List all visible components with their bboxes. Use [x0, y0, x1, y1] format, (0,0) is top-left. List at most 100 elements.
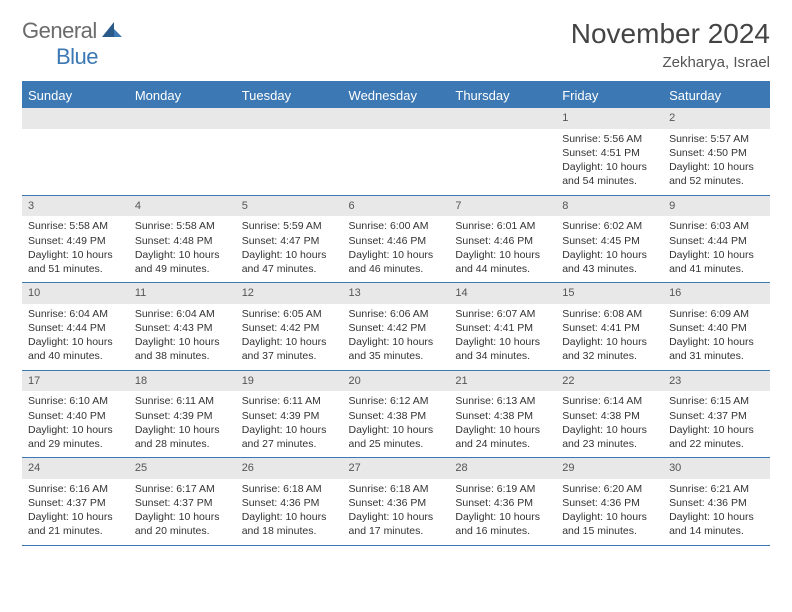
sunrise-text: Sunrise: 6:08 AM: [562, 307, 657, 321]
day-cell-body: Sunrise: 6:13 AMSunset: 4:38 PMDaylight:…: [449, 391, 556, 457]
day-cell-body: Sunrise: 6:03 AMSunset: 4:44 PMDaylight:…: [663, 216, 770, 282]
day-cell-body: Sunrise: 6:04 AMSunset: 4:43 PMDaylight:…: [129, 304, 236, 370]
sunset-text: Sunset: 4:48 PM: [135, 234, 230, 248]
sunrise-text: Sunrise: 6:18 AM: [349, 482, 444, 496]
day-number-cell: 28: [449, 458, 556, 479]
sunrise-text: Sunrise: 6:05 AM: [242, 307, 337, 321]
day-number-cell: 15: [556, 283, 663, 304]
daylight-text: Daylight: 10 hours and 52 minutes.: [669, 160, 764, 188]
day-number: 24: [28, 462, 40, 474]
day-number-cell: 11: [129, 283, 236, 304]
col-sunday: Sunday: [22, 83, 129, 108]
day-number-cell: 27: [343, 458, 450, 479]
location: Zekharya, Israel: [571, 54, 770, 71]
sunset-text: Sunset: 4:49 PM: [28, 234, 123, 248]
day-cell: Sunrise: 5:58 AMSunset: 4:48 PMDaylight:…: [129, 216, 236, 282]
day-number: 25: [135, 462, 147, 474]
day-cell: Sunrise: 6:09 AMSunset: 4:40 PMDaylight:…: [663, 304, 770, 370]
day-cell: Sunrise: 5:56 AMSunset: 4:51 PMDaylight:…: [556, 129, 663, 195]
sunrise-text: Sunrise: 6:12 AM: [349, 394, 444, 408]
day-cell-body: Sunrise: 6:16 AMSunset: 4:37 PMDaylight:…: [22, 479, 129, 545]
day-cell: Sunrise: 6:01 AMSunset: 4:46 PMDaylight:…: [449, 216, 556, 282]
sunset-text: Sunset: 4:37 PM: [135, 496, 230, 510]
day-cell-body: Sunrise: 6:12 AMSunset: 4:38 PMDaylight:…: [343, 391, 450, 457]
day-number-cell: 22: [556, 370, 663, 391]
day-cell-body: Sunrise: 6:04 AMSunset: 4:44 PMDaylight:…: [22, 304, 129, 370]
day-number-cell: 25: [129, 458, 236, 479]
logo-word-blue: Blue: [56, 44, 98, 69]
day-cell-body: Sunrise: 6:11 AMSunset: 4:39 PMDaylight:…: [129, 391, 236, 457]
calendar-table: Sunday Monday Tuesday Wednesday Thursday…: [22, 83, 770, 546]
day-number-cell: 20: [343, 370, 450, 391]
day-number-cell: 5: [236, 195, 343, 216]
sunrise-text: Sunrise: 6:15 AM: [669, 394, 764, 408]
day-cell: Sunrise: 6:21 AMSunset: 4:36 PMDaylight:…: [663, 479, 770, 545]
sunrise-text: Sunrise: 6:04 AM: [135, 307, 230, 321]
day-cell: [449, 129, 556, 195]
week-number-row: 10 11 12 13141516: [22, 283, 770, 304]
day-cell-body: Sunrise: 6:06 AMSunset: 4:42 PMDaylight:…: [343, 304, 450, 370]
sunrise-text: Sunrise: 6:17 AM: [135, 482, 230, 496]
sunset-text: Sunset: 4:39 PM: [242, 409, 337, 423]
day-header-row: Sunday Monday Tuesday Wednesday Thursday…: [22, 83, 770, 108]
daylight-text: Daylight: 10 hours and 15 minutes.: [562, 510, 657, 538]
day-number-cell: 2: [663, 108, 770, 129]
month-title: November 2024: [571, 18, 770, 50]
sunset-text: Sunset: 4:36 PM: [669, 496, 764, 510]
col-friday: Friday: [556, 83, 663, 108]
day-cell: Sunrise: 6:03 AMSunset: 4:44 PMDaylight:…: [663, 216, 770, 282]
daylight-text: Daylight: 10 hours and 35 minutes.: [349, 335, 444, 363]
day-number-cell: [22, 108, 129, 129]
calendar-body: 12 Sunrise: 5:56 AMSunset: 4:51 PMDayligh…: [22, 108, 770, 545]
day-number-cell: 23: [663, 370, 770, 391]
day-number-cell: 14: [449, 283, 556, 304]
daylight-text: Daylight: 10 hours and 18 minutes.: [242, 510, 337, 538]
daylight-text: Daylight: 10 hours and 28 minutes.: [135, 423, 230, 451]
day-number: 27: [349, 462, 361, 474]
sunrise-text: Sunrise: 6:21 AM: [669, 482, 764, 496]
sunset-text: Sunset: 4:36 PM: [562, 496, 657, 510]
sail-icon: [101, 20, 123, 43]
col-wednesday: Wednesday: [343, 83, 450, 108]
day-number-cell: 12: [236, 283, 343, 304]
day-cell: Sunrise: 6:08 AMSunset: 4:41 PMDaylight:…: [556, 304, 663, 370]
day-number: 22: [562, 375, 574, 387]
day-number: 12: [242, 287, 254, 299]
day-cell: Sunrise: 6:14 AMSunset: 4:38 PMDaylight:…: [556, 391, 663, 457]
week-content-row: Sunrise: 5:56 AMSunset: 4:51 PMDaylight:…: [22, 129, 770, 195]
sunset-text: Sunset: 4:45 PM: [562, 234, 657, 248]
daylight-text: Daylight: 10 hours and 41 minutes.: [669, 248, 764, 276]
sunset-text: Sunset: 4:38 PM: [349, 409, 444, 423]
day-number-cell: 8: [556, 195, 663, 216]
day-number-cell: 21: [449, 370, 556, 391]
daylight-text: Daylight: 10 hours and 25 minutes.: [349, 423, 444, 451]
sunrise-text: Sunrise: 6:00 AM: [349, 219, 444, 233]
day-cell: Sunrise: 6:05 AMSunset: 4:42 PMDaylight:…: [236, 304, 343, 370]
day-number-cell: 9: [663, 195, 770, 216]
daylight-text: Daylight: 10 hours and 17 minutes.: [349, 510, 444, 538]
day-cell-body: Sunrise: 6:18 AMSunset: 4:36 PMDaylight:…: [343, 479, 450, 545]
sunset-text: Sunset: 4:40 PM: [669, 321, 764, 335]
daylight-text: Daylight: 10 hours and 14 minutes.: [669, 510, 764, 538]
day-number: 30: [669, 462, 681, 474]
daylight-text: Daylight: 10 hours and 34 minutes.: [455, 335, 550, 363]
col-thursday: Thursday: [449, 83, 556, 108]
sunset-text: Sunset: 4:38 PM: [455, 409, 550, 423]
sunset-text: Sunset: 4:44 PM: [28, 321, 123, 335]
sunrise-text: Sunrise: 5:57 AM: [669, 132, 764, 146]
sunrise-text: Sunrise: 6:14 AM: [562, 394, 657, 408]
day-number-cell: 13: [343, 283, 450, 304]
daylight-text: Daylight: 10 hours and 29 minutes.: [28, 423, 123, 451]
day-number-cell: 16: [663, 283, 770, 304]
sunset-text: Sunset: 4:42 PM: [242, 321, 337, 335]
daylight-text: Daylight: 10 hours and 16 minutes.: [455, 510, 550, 538]
sunset-text: Sunset: 4:37 PM: [669, 409, 764, 423]
day-number-cell: 4: [129, 195, 236, 216]
day-number: 8: [562, 200, 568, 212]
sunset-text: Sunset: 4:42 PM: [349, 321, 444, 335]
day-number: 10: [28, 287, 40, 299]
day-number: 9: [669, 200, 675, 212]
day-cell-body: Sunrise: 6:01 AMSunset: 4:46 PMDaylight:…: [449, 216, 556, 282]
sunset-text: Sunset: 4:51 PM: [562, 146, 657, 160]
day-cell: Sunrise: 6:19 AMSunset: 4:36 PMDaylight:…: [449, 479, 556, 545]
